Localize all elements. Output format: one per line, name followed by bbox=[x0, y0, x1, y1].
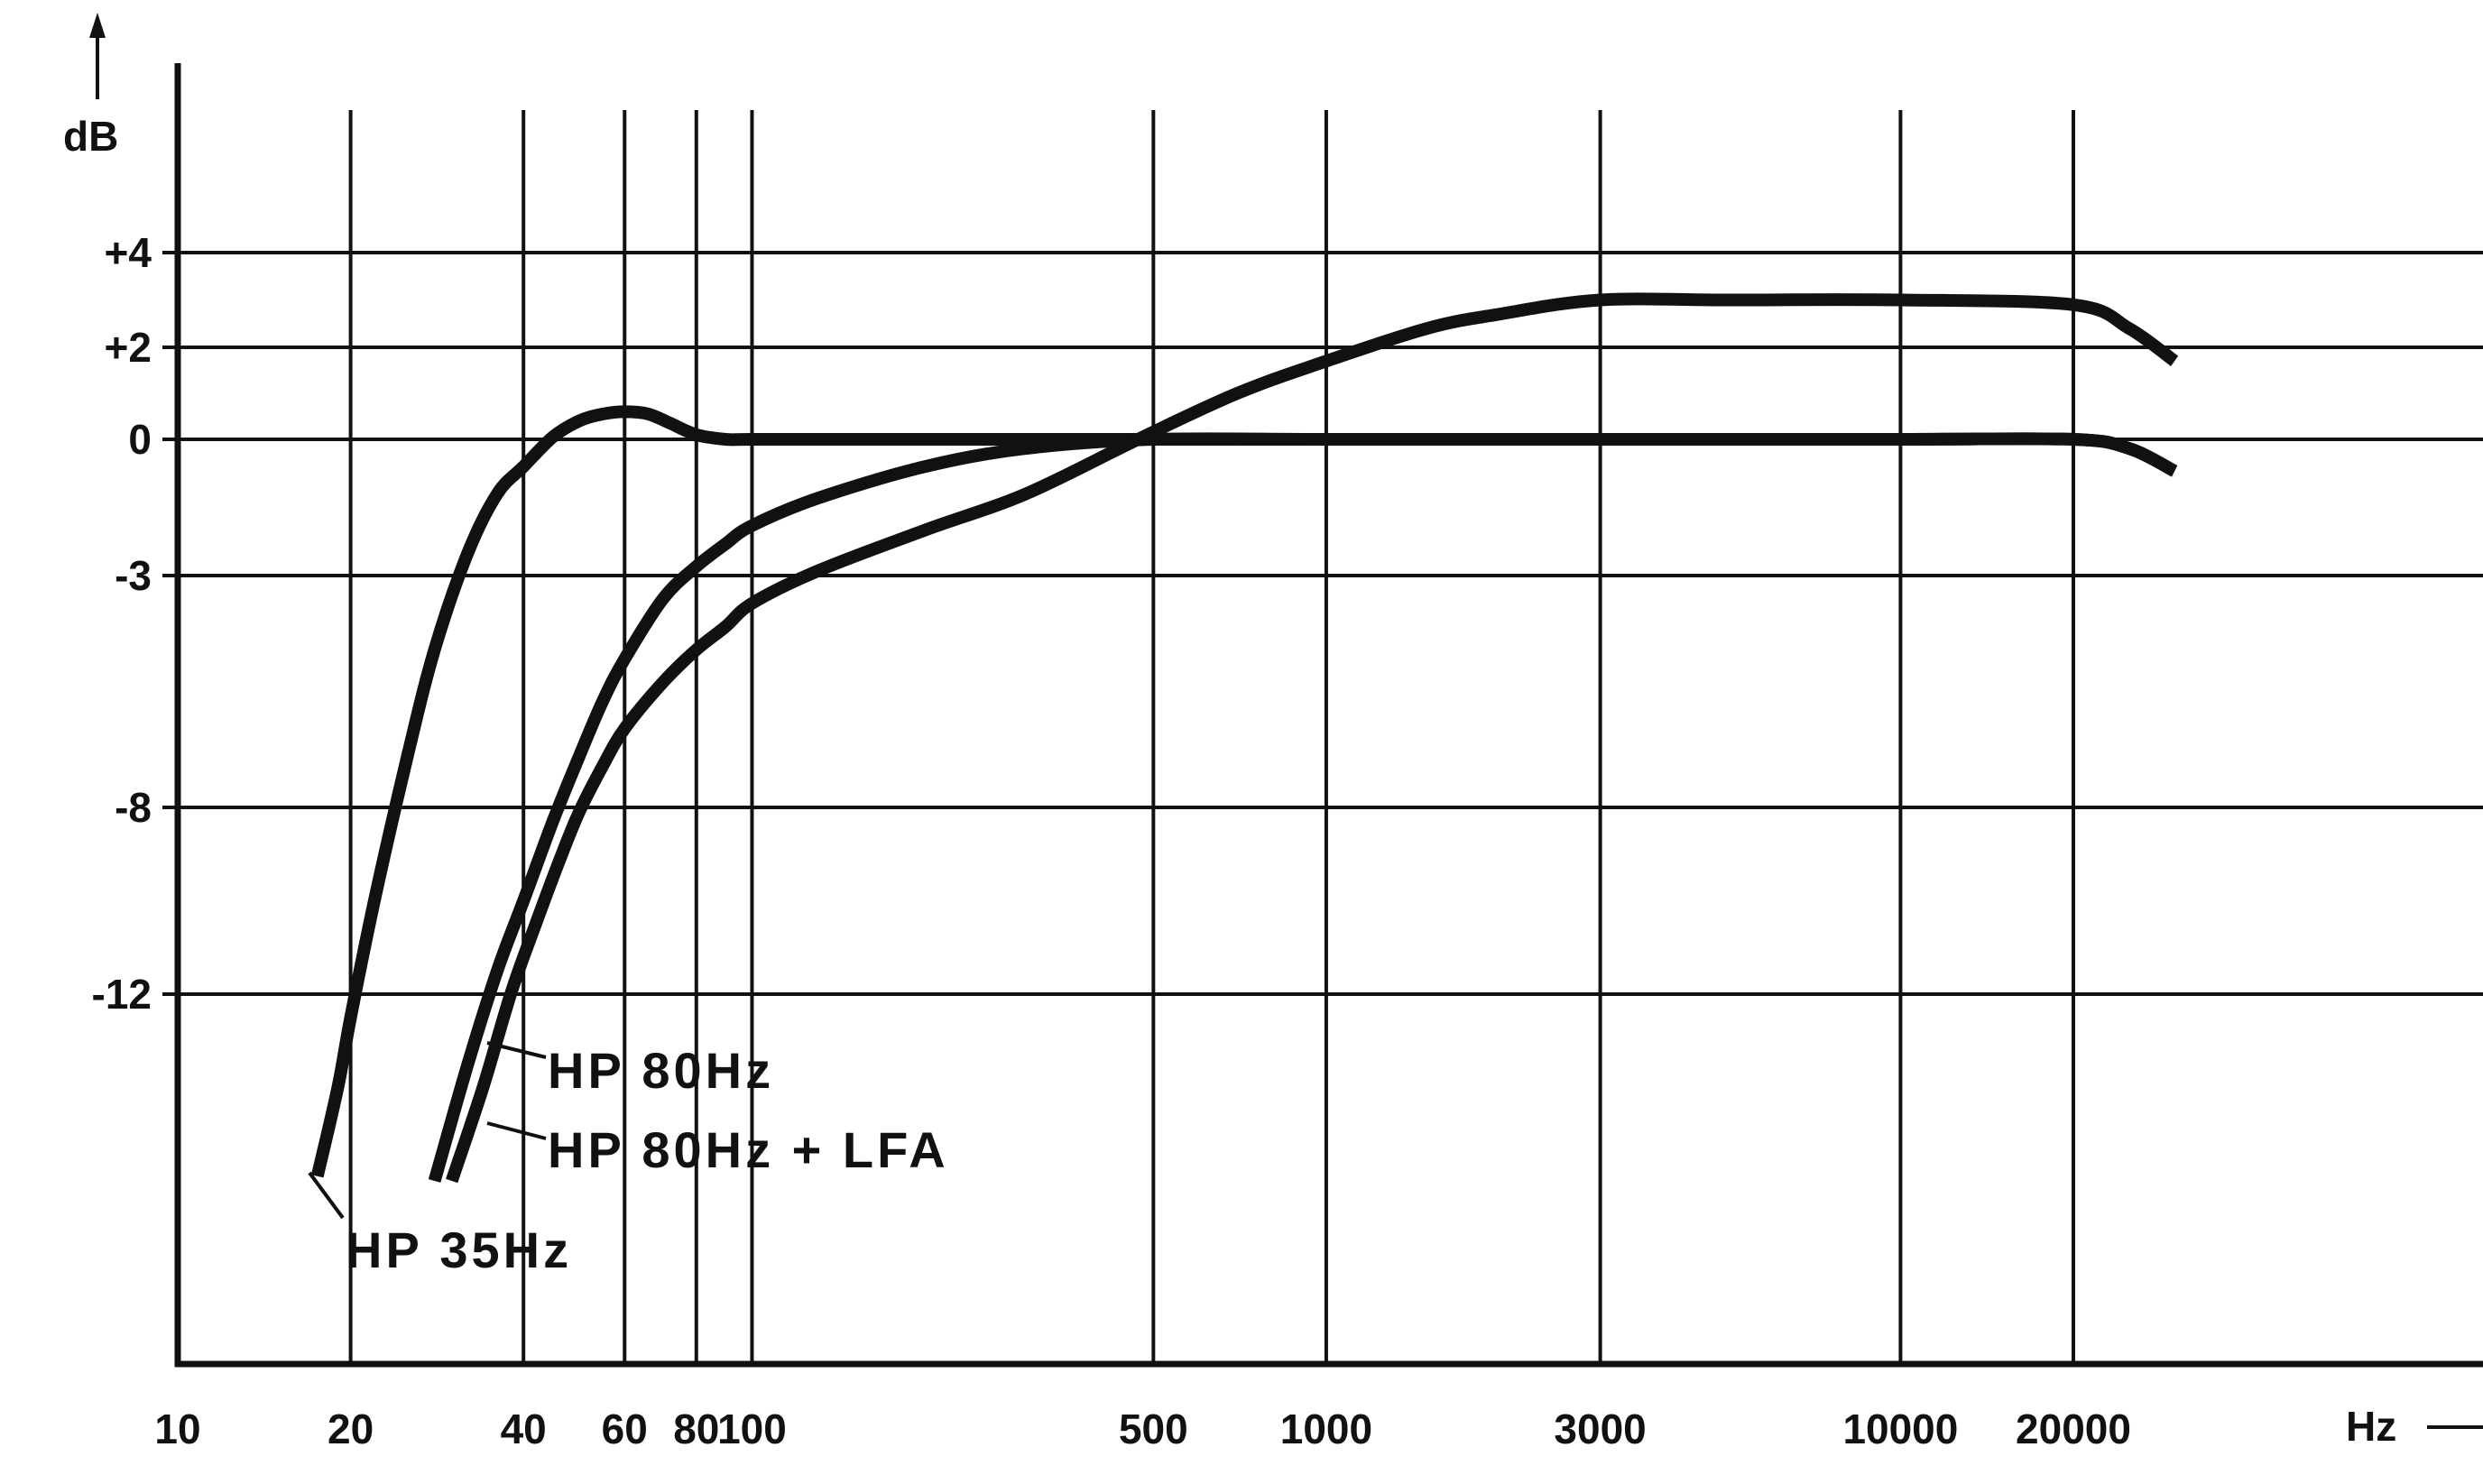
label-hp-35hz: HP 35Hz bbox=[346, 1221, 572, 1278]
curve-labels: HP 35Hz HP 80Hz HP 80Hz + LFA bbox=[346, 1042, 949, 1278]
x-tick-label-20: 20 bbox=[328, 1406, 374, 1452]
label-hp-80hz: HP 80Hz bbox=[548, 1042, 774, 1099]
x-tick-label-100: 100 bbox=[717, 1406, 787, 1452]
series-line-2 bbox=[428, 432, 2178, 1183]
x-tick-label-20000: 20000 bbox=[2016, 1406, 2131, 1452]
label-leaders bbox=[308, 1041, 547, 1220]
y-tick-label-+2: +2 bbox=[105, 324, 152, 371]
series-line-3 bbox=[446, 292, 2179, 1184]
x-tick-label-500: 500 bbox=[1119, 1406, 1188, 1452]
y-tick-label--12: -12 bbox=[92, 971, 152, 1018]
x-tick-label-10: 10 bbox=[154, 1406, 200, 1452]
x-tick-label-80: 80 bbox=[673, 1406, 719, 1452]
axes bbox=[89, 13, 2483, 1429]
x-tick-label-40: 40 bbox=[501, 1406, 547, 1452]
leader-hp80 bbox=[486, 1041, 547, 1059]
y-axis-arrowhead bbox=[89, 13, 106, 38]
x-tick-label-10000: 10000 bbox=[1842, 1406, 1958, 1452]
curves bbox=[310, 292, 2179, 1184]
x-tick-label-3000: 3000 bbox=[1554, 1406, 1646, 1452]
gridlines bbox=[162, 110, 2483, 1364]
y-tick-label--8: -8 bbox=[115, 784, 152, 831]
leader-hp80-lfa bbox=[486, 1121, 547, 1140]
leader-hp35 bbox=[308, 1171, 345, 1220]
y-axis-unit-label: dB bbox=[63, 113, 118, 160]
y-tick-label--3: -3 bbox=[115, 552, 152, 599]
x-tick-label-60: 60 bbox=[602, 1406, 648, 1452]
x-tick-label-1000: 1000 bbox=[1280, 1406, 1372, 1452]
label-hp-80hz-lfa: HP 80Hz + LFA bbox=[548, 1121, 949, 1178]
x-axis-unit-label: Hz bbox=[2346, 1403, 2396, 1450]
y-tick-label-+4: +4 bbox=[105, 229, 152, 276]
y-tick-label-0: 0 bbox=[128, 416, 152, 463]
